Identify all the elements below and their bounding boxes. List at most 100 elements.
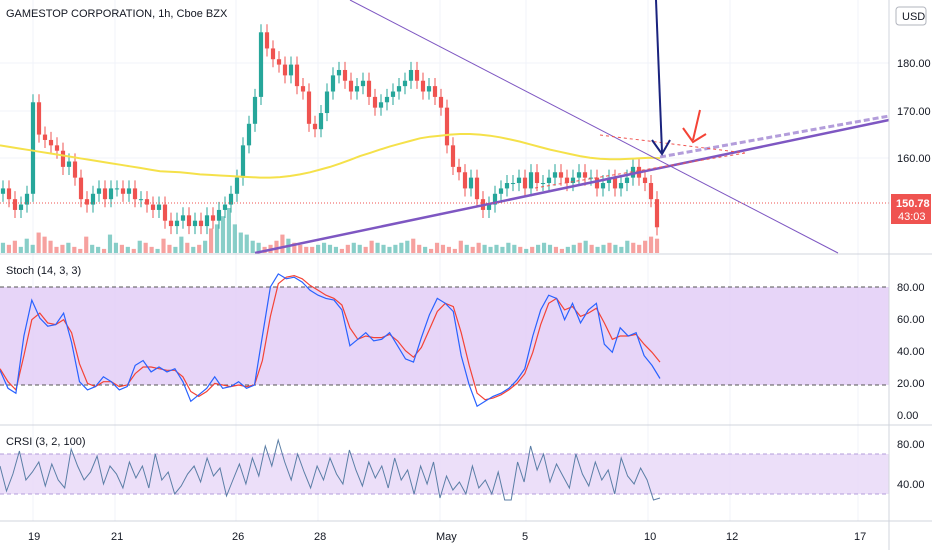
time-tick: 5: [522, 531, 528, 543]
volume-bar: [78, 248, 83, 253]
candle-body: [348, 80, 354, 92]
candle-body: [126, 188, 132, 194]
volume-bar: [429, 248, 434, 253]
candle-body: [354, 86, 360, 92]
volume-bar: [494, 244, 499, 253]
volume-bar: [577, 242, 582, 253]
volume-bar: [256, 242, 261, 253]
volume-bar: [399, 242, 404, 253]
last-price-label: 150.78: [896, 198, 930, 210]
volume-bar: [321, 242, 327, 253]
candle-body: [252, 96, 258, 124]
volume-bar: [96, 246, 101, 253]
candle-body: [174, 220, 180, 227]
candle-body: [180, 215, 186, 221]
blue-arrow-head: [651, 139, 671, 156]
volume-bar: [292, 242, 297, 253]
candle-body: [438, 96, 444, 108]
volume-bar: [524, 248, 529, 253]
candle-body: [246, 123, 252, 146]
crsi-title[interactable]: CRSI (3, 2, 100): [6, 436, 85, 448]
descending-trendline[interactable]: [349, 0, 839, 254]
volume-bar: [54, 246, 59, 253]
red-arrow: [682, 109, 707, 144]
candle-body: [198, 220, 204, 227]
time-tick: May: [436, 531, 457, 543]
volume-bar: [357, 244, 362, 253]
stoch-tick: 60.00: [897, 314, 925, 326]
volume-bar: [125, 246, 130, 253]
volume-bar: [375, 242, 380, 253]
volume-bar: [625, 240, 630, 253]
volume-bar: [417, 244, 422, 253]
blue-arrow-shaft: [655, 0, 663, 153]
candle-body: [114, 188, 120, 190]
candle-body: [372, 96, 378, 108]
volume-bar: [512, 244, 517, 253]
crsi-tick: 40.00: [897, 479, 925, 491]
volume-bar: [143, 242, 148, 253]
price-tick: 170.00: [897, 106, 931, 118]
volume-bar: [637, 244, 642, 253]
volume-bar: [649, 236, 654, 253]
volume-bar: [589, 244, 594, 253]
candle-body: [540, 183, 546, 185]
volume-bars: [0, 208, 660, 253]
volume-bar: [304, 246, 309, 253]
volume-bar: [446, 246, 451, 253]
candle-body: [216, 209, 222, 221]
symbol-title[interactable]: GAMESTOP CORPORATION, 1h, Cboe BZX: [6, 8, 228, 20]
volume-bar: [131, 248, 136, 253]
ascending-trendline[interactable]: [254, 118, 890, 255]
price-tick: 160.00: [897, 153, 931, 165]
volume-bar: [411, 238, 416, 253]
volume-bar: [238, 232, 243, 253]
candle-body: [630, 166, 636, 178]
triangle-upper-dashed: [599, 134, 746, 154]
candle-body: [474, 177, 480, 200]
candle-body: [60, 150, 66, 167]
volume-bar: [12, 240, 17, 253]
volume-bar: [530, 246, 535, 253]
volume-bar: [173, 246, 178, 253]
volume-bar: [381, 244, 386, 253]
volume-bar: [60, 244, 65, 253]
volume-bar: [113, 242, 119, 253]
volume-bar: [601, 244, 606, 253]
volume-bar: [226, 208, 231, 253]
candle-body: [510, 183, 516, 185]
price-tick: 180.00: [897, 58, 931, 70]
stoch-title[interactable]: Stoch (14, 3, 3): [6, 265, 81, 277]
volume-bar: [488, 246, 493, 253]
price-pane-background[interactable]: [0, 0, 889, 253]
candle-body: [186, 215, 192, 227]
candle-body: [276, 59, 282, 65]
volume-bar: [458, 240, 463, 253]
volume-bar: [48, 240, 53, 253]
volume-bar: [137, 240, 142, 253]
volume-bar: [66, 242, 71, 253]
candle-body: [156, 204, 162, 210]
volume-bar: [214, 224, 220, 253]
volume-bar: [119, 244, 124, 253]
time-tick: 17: [854, 531, 866, 543]
volume-bar: [500, 246, 505, 253]
candle-body: [120, 188, 126, 194]
candle-body: [192, 220, 198, 227]
volume-bar: [541, 242, 547, 253]
currency-button[interactable]: [895, 6, 927, 26]
volume-bar: [42, 236, 47, 253]
volume-bar: [18, 246, 23, 253]
candle-body: [42, 134, 48, 140]
crsi-line: [0, 438, 661, 501]
candle-body: [528, 172, 534, 189]
candle-body: [312, 123, 318, 130]
candlestick-series: [0, 24, 660, 236]
volume-bar: [547, 244, 553, 253]
volume-bar: [405, 240, 410, 253]
volume-bar: [155, 248, 160, 253]
volume-bar: [571, 244, 576, 253]
volume-bar: [506, 242, 511, 253]
candle-body: [570, 177, 576, 184]
